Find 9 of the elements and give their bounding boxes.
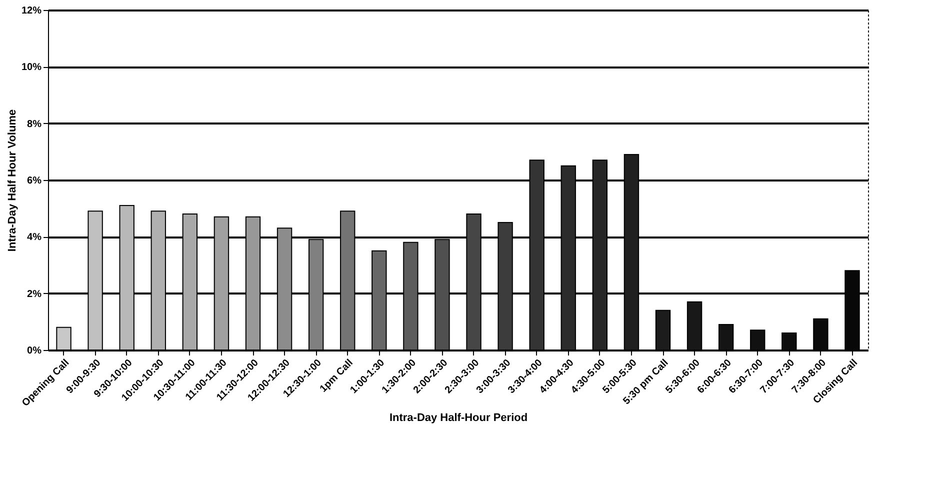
y-tick-label: 6% xyxy=(27,176,42,186)
y-tick-label: 2% xyxy=(27,288,42,300)
y-tick-label: 10% xyxy=(21,62,42,74)
y-axis-title: Intra-Day Half Hour Volume xyxy=(6,109,18,252)
y-tick-label: 0% xyxy=(27,346,42,356)
x-axis-title: Intra-Day Half-Hour Period xyxy=(389,412,528,424)
y-tick-label: 4% xyxy=(27,232,42,244)
y-tick-label: 12% xyxy=(21,6,42,16)
y-tick-label: 8% xyxy=(27,118,42,130)
